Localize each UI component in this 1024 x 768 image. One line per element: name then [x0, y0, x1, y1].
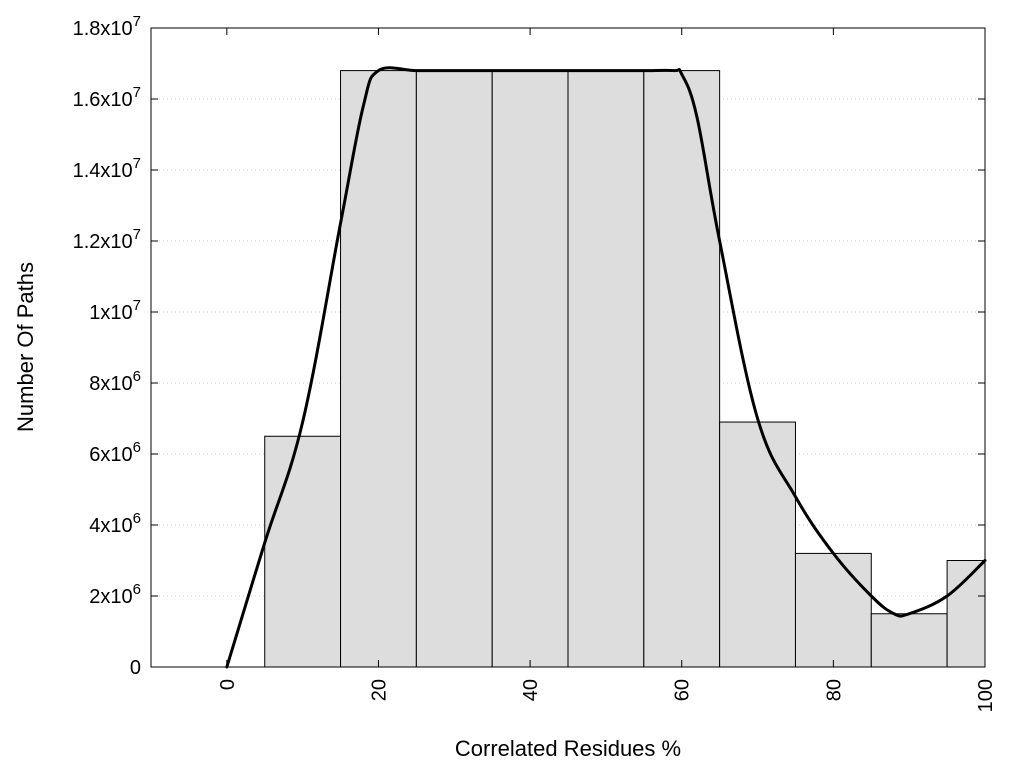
y-tick-label: 1.8x107 — [73, 13, 141, 40]
y-tick-label: 2x106 — [89, 581, 141, 608]
fit-curve — [225, 66, 987, 669]
y-axis-ticks: 0 2x106 4x106 6x106 8x106 1x107 1.2x107 1.4x107… — [73, 13, 985, 679]
histogram-bar — [491, 70, 569, 668]
x-tick-label: 20 — [368, 679, 390, 701]
x-axis-title: Correlated Residues % — [455, 736, 681, 761]
histogram-bar — [264, 435, 342, 668]
histogram-bar — [567, 70, 645, 668]
histogram-bar — [870, 613, 948, 668]
histogram-bar — [794, 552, 872, 668]
x-tick-label: 0 — [217, 679, 239, 690]
histogram-bar — [643, 70, 721, 668]
histogram-bar — [946, 560, 986, 668]
y-tick-label: 0 — [130, 657, 141, 679]
y-tick-label: 1.4x107 — [73, 155, 141, 182]
histogram-bar — [340, 70, 417, 668]
histogram-bar — [719, 421, 796, 668]
histogram-bar — [415, 70, 493, 668]
y-tick-label: 1x107 — [89, 297, 141, 324]
y-tick-label: 6x106 — [89, 439, 141, 466]
plot-frame — [150, 27, 986, 668]
trend-curve — [225, 66, 987, 669]
x-tick-label: 40 — [520, 679, 542, 701]
x-tick-label: 100 — [975, 679, 997, 712]
y-tick-label: 4x106 — [89, 510, 141, 537]
y-tick-label: 1.6x107 — [73, 84, 141, 111]
bars — [264, 70, 986, 668]
x-tick-label: 80 — [823, 679, 845, 701]
plot-border — [150, 27, 986, 668]
y-axis-title: Number Of Paths — [13, 262, 38, 432]
x-tick-label: 60 — [672, 679, 694, 701]
x-axis-ticks: 0 20 40 60 80 100 — [217, 28, 997, 712]
y-tick-label: 8x106 — [89, 368, 141, 395]
y-tick-label: 1.2x107 — [73, 226, 141, 253]
